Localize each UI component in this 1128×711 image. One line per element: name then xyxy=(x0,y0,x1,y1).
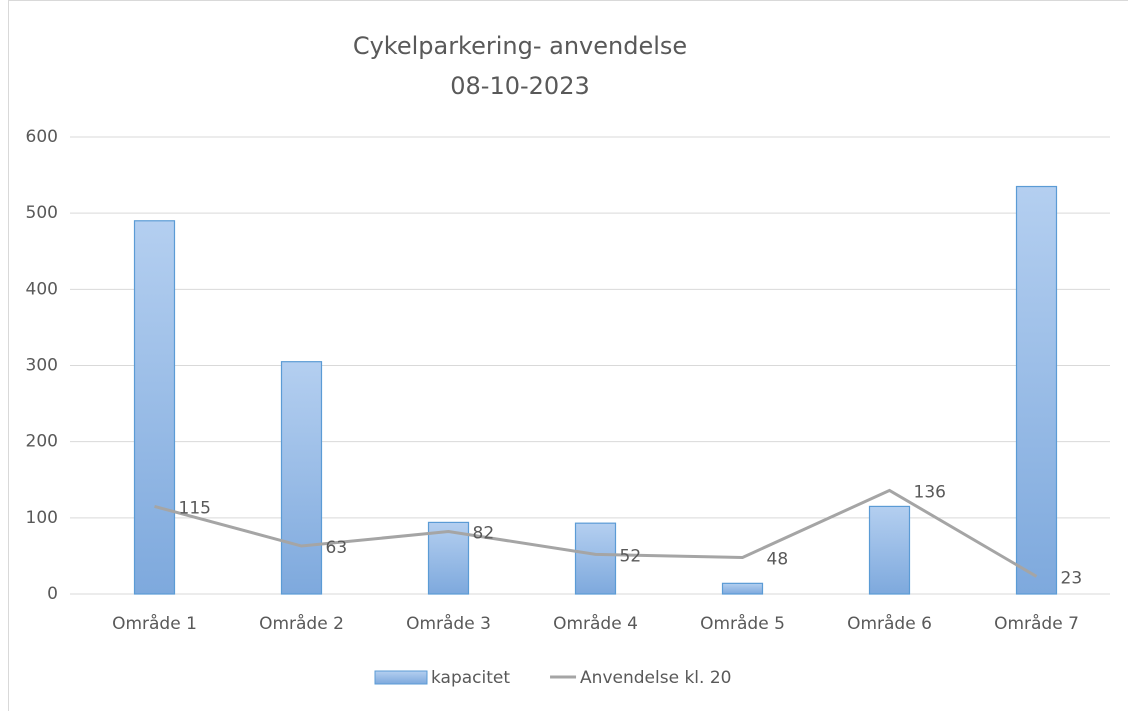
legend-label: Anvendelse kl. 20 xyxy=(580,668,731,688)
x-tick-label: Område 4 xyxy=(553,613,638,634)
y-tick-label: 0 xyxy=(47,584,58,604)
y-tick-label: 300 xyxy=(26,356,58,376)
y-tick-label: 400 xyxy=(26,279,58,299)
legend-label: kapacitet xyxy=(431,668,510,688)
x-tick-label: Område 5 xyxy=(700,613,785,634)
bar xyxy=(1015,185,1058,595)
x-tick-label: Område 1 xyxy=(112,613,197,634)
y-tick-label: 500 xyxy=(26,203,58,223)
y-tick-label: 600 xyxy=(26,127,58,147)
data-label: 82 xyxy=(473,524,495,544)
data-label: 63 xyxy=(326,538,348,558)
x-tick-label: Område 6 xyxy=(847,613,932,634)
data-label: 115 xyxy=(179,498,211,518)
y-tick-label: 100 xyxy=(26,508,58,528)
y-tick-label: 200 xyxy=(26,432,58,452)
bar xyxy=(721,582,764,595)
chart-subtitle: 08-10-2023 xyxy=(450,72,589,100)
data-label: 136 xyxy=(914,482,946,502)
data-label: 52 xyxy=(620,546,642,566)
bar xyxy=(280,361,323,595)
x-tick-label: Område 3 xyxy=(406,613,491,634)
legend-swatch xyxy=(374,670,428,685)
line xyxy=(154,488,1038,578)
chart-frame xyxy=(8,0,1128,711)
data-label: 23 xyxy=(1061,568,1083,588)
chart-title: Cykelparkering- anvendelse xyxy=(353,32,687,60)
bar xyxy=(574,522,617,595)
x-tick-label: Område 7 xyxy=(994,613,1079,634)
x-tick-label: Område 2 xyxy=(259,613,344,634)
data-label: 48 xyxy=(767,549,789,569)
bar xyxy=(133,220,176,595)
bar xyxy=(868,505,911,595)
